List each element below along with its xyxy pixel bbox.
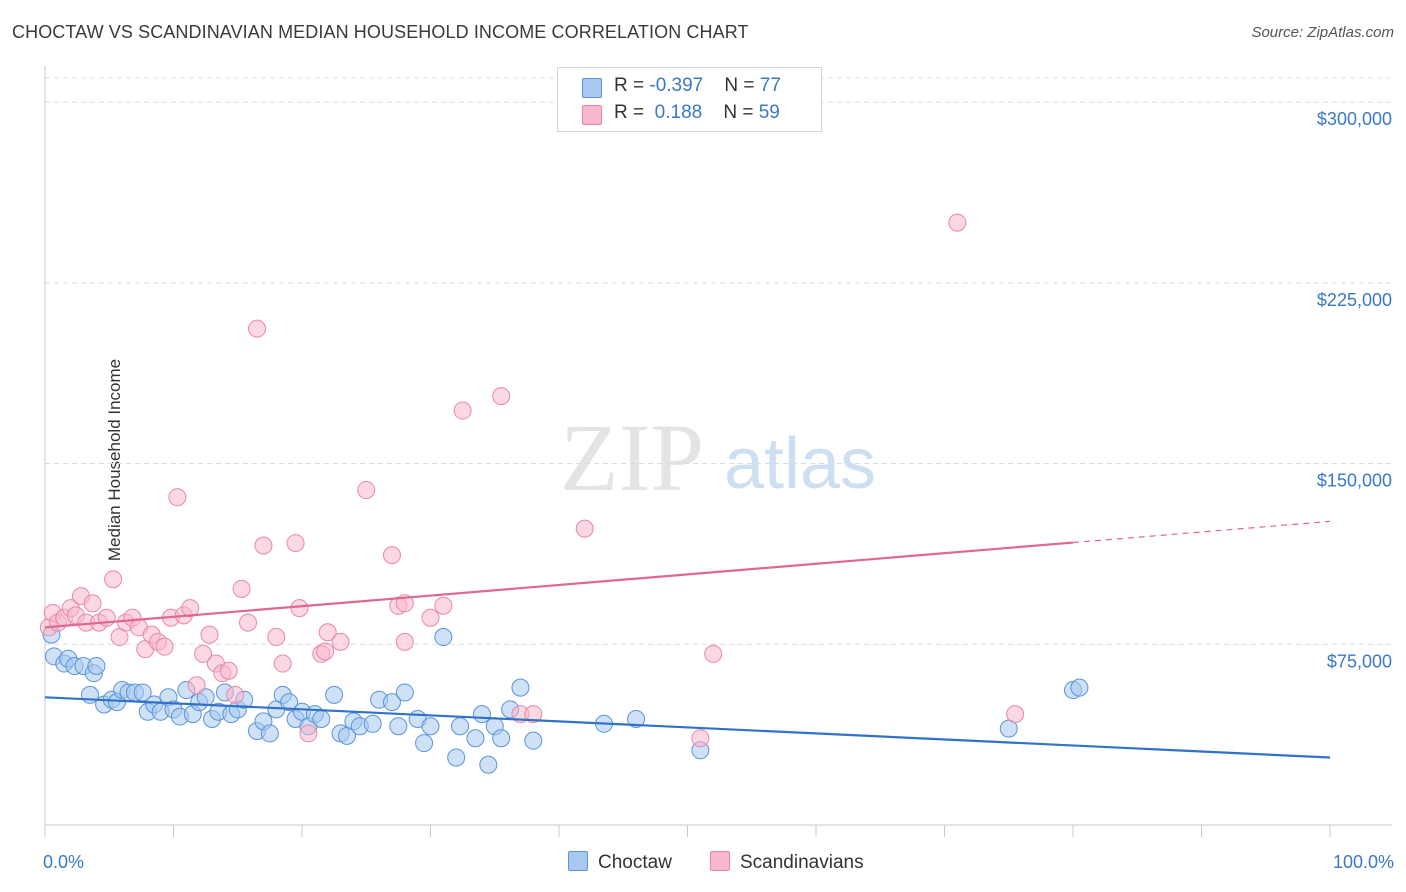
scandinavian-trend-extension <box>1072 520 1331 544</box>
scandinavian-point <box>1006 705 1025 724</box>
scandinavian-point <box>453 401 472 420</box>
scandinavian-point <box>226 685 245 704</box>
legend-n-label: N = <box>723 102 759 123</box>
choctaw-point <box>87 656 106 675</box>
choctaw-point <box>492 729 511 748</box>
scandinavian-point <box>421 608 440 627</box>
legend-r-label: R = <box>614 75 650 96</box>
y-tick-label: $300,000 <box>1317 109 1392 129</box>
choctaw-point <box>280 693 299 712</box>
scandinavian-point <box>194 644 213 663</box>
legend-n-value: 59 <box>758 102 780 123</box>
watermark-zip: ZIP <box>560 404 704 511</box>
scandinavian-point <box>382 546 401 565</box>
legend-swatch-choctaw <box>582 78 602 98</box>
scandinavian-point <box>200 625 219 644</box>
x-tick-min: 0.0% <box>43 852 85 872</box>
choctaw-point <box>479 755 498 774</box>
x-tick-max: 100.0% <box>1332 852 1394 872</box>
correlation-legend: R = -0.397 N = 77 R = 0.188 N = 59 <box>557 67 822 132</box>
scandinavian-point <box>248 319 267 338</box>
watermark-atlas: atlas <box>724 424 876 504</box>
choctaw-point <box>466 729 485 748</box>
scandinavian-point <box>318 623 337 642</box>
scandinavian-point <box>267 628 286 647</box>
scandinavian-point <box>331 632 350 651</box>
scandinavian-point <box>316 642 335 661</box>
legend-n-label: N = <box>724 75 760 96</box>
scandinavian-point <box>948 213 967 232</box>
scandinavian-point <box>219 661 238 680</box>
bottom-legend-label-choctaw: Choctaw <box>598 852 672 873</box>
choctaw-point <box>451 717 470 736</box>
choctaw-point <box>524 731 543 750</box>
scandinavian-point <box>691 729 710 748</box>
choctaw-point <box>389 717 408 736</box>
choctaw-point <box>1070 678 1089 697</box>
legend-swatch-scandinavians <box>582 105 602 125</box>
chart-title: CHOCTAW VS SCANDINAVIAN MEDIAN HOUSEHOLD… <box>12 22 749 42</box>
scandinavian-point <box>434 596 453 615</box>
legend-r-label: R = <box>614 102 650 123</box>
y-tick-labels: $75,000 $150,000 $225,000 $300,000 <box>1317 109 1392 671</box>
choctaw-point <box>472 705 491 724</box>
watermark: ZIP atlas <box>560 404 876 511</box>
y-tick-label: $75,000 <box>1327 651 1392 671</box>
bottom-legend-label-scandinavians: Scandinavians <box>740 852 864 873</box>
y-tick-label: $150,000 <box>1317 471 1392 491</box>
choctaw-point <box>363 714 382 733</box>
scandinavian-point <box>290 599 309 618</box>
trend-lines <box>44 520 1331 759</box>
bottom-legend-swatch-scandinavians <box>710 851 730 871</box>
scandinavian-trend-line <box>44 541 1074 629</box>
choctaw-point <box>325 685 344 704</box>
legend-r-value: -0.397 <box>649 75 704 96</box>
scandinavian-point <box>181 599 200 618</box>
choctaw-point <box>395 683 414 702</box>
scandinavian-point <box>239 613 258 632</box>
bottom-legend-scandinavians: Scandinavians <box>710 851 864 874</box>
choctaw-point <box>511 678 530 697</box>
legend-text-scandinavians: R = 0.188 N = 59 <box>614 102 780 124</box>
scandinavian-point <box>168 488 187 507</box>
scandinavian-point <box>395 632 414 651</box>
bottom-legend-swatch-choctaw <box>568 851 588 871</box>
scandinavian-point <box>232 579 251 598</box>
bottom-legend-choctaw: Choctaw <box>568 851 672 874</box>
scandinavian-point <box>83 594 102 613</box>
choctaw-point <box>447 748 466 767</box>
scandinavian-point <box>187 676 206 695</box>
choctaw-point <box>421 717 440 736</box>
scandinavian-point <box>492 387 511 406</box>
scandinavian-points <box>39 213 1025 748</box>
choctaw-trend-line <box>44 696 1331 759</box>
choctaw-point <box>434 628 453 647</box>
choctaw-point <box>260 724 279 743</box>
legend-n-value: 77 <box>759 75 781 96</box>
choctaw-point <box>415 734 434 753</box>
choctaw-point <box>627 709 646 728</box>
choctaw-point <box>312 709 331 728</box>
grid-lines <box>45 77 1392 645</box>
legend-r-value: 0.188 <box>649 102 703 123</box>
axes <box>44 66 1392 837</box>
legend-text-choctaw: R = -0.397 N = 77 <box>614 75 781 97</box>
scandinavian-point <box>273 654 292 673</box>
scandinavian-point <box>286 534 305 553</box>
scandinavian-point <box>575 519 594 538</box>
scandinavian-point <box>299 724 318 743</box>
choctaw-point <box>382 693 401 712</box>
scandinavian-point <box>254 536 273 555</box>
scandinavian-point <box>704 644 723 663</box>
y-tick-label: $225,000 <box>1317 290 1392 310</box>
scandinavian-point <box>155 637 174 656</box>
scandinavian-point <box>357 481 376 500</box>
scandinavian-point <box>104 570 123 589</box>
source-label: Source: ZipAtlas.com <box>1251 24 1394 41</box>
scandinavian-point <box>524 705 543 724</box>
